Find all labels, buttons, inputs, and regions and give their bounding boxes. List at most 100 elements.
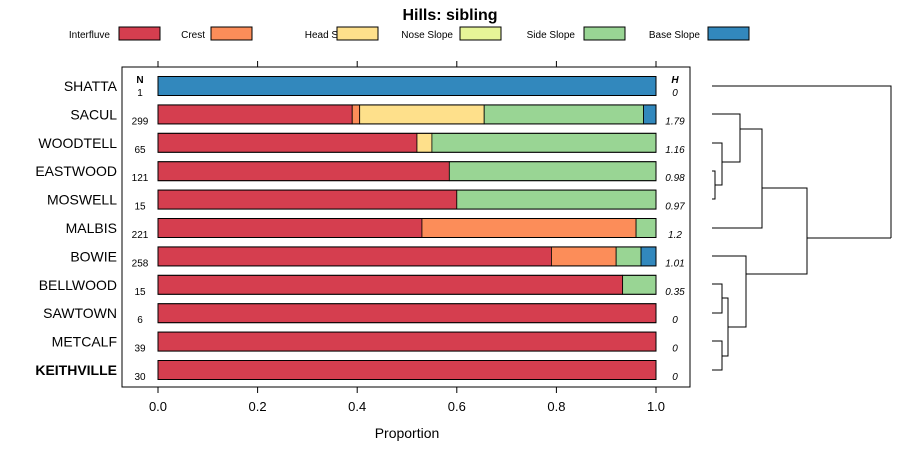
bar-segment — [448, 161, 657, 182]
bar-segment — [635, 218, 657, 238]
bar-outline — [157, 274, 657, 295]
row-label: METCALF — [52, 334, 117, 350]
legend-label: Interfluve — [69, 30, 111, 41]
n-value: 258 — [132, 258, 149, 269]
legend-swatch — [210, 26, 253, 41]
x-tick-label: 0.4 — [348, 399, 366, 414]
n-value: 299 — [132, 116, 149, 127]
dendrogram-branch — [712, 298, 723, 314]
dendrogram-branch — [746, 238, 808, 275]
legend-swatch — [459, 26, 502, 41]
row-label: EASTWOOD — [35, 163, 117, 179]
chart-title: Hills: sibling — [402, 7, 497, 24]
legend: Interfluve Crest Head Slope Nose Slope Side … — [69, 26, 750, 41]
dendrogram-branch — [712, 85, 892, 238]
bar-outline — [157, 360, 657, 380]
row-label: WOODTELL — [38, 135, 117, 151]
bar-segment — [157, 360, 657, 380]
dendrogram-branch — [712, 340, 723, 356]
dendrogram-branch — [712, 255, 747, 274]
row-label: SAWTOWN — [43, 305, 117, 321]
row-label: SHATTA — [64, 78, 118, 94]
bar-outline — [157, 331, 657, 352]
x-tick-label: 1.0 — [647, 399, 665, 414]
h-value: 0 — [672, 344, 678, 355]
n-value: 15 — [134, 287, 146, 298]
h-value: 0.98 — [665, 173, 685, 184]
h-header: H — [671, 75, 679, 86]
x-tick-label: 0.6 — [448, 399, 466, 414]
bar-outline — [157, 76, 657, 96]
bar-segment — [157, 303, 657, 324]
x-axis: 0.0 0.2 0.4 0.6 0.8 1.0 — [149, 61, 665, 414]
dendrogram-branch — [712, 283, 723, 298]
bar-segment — [421, 218, 637, 238]
legend-swatch — [118, 26, 161, 41]
n-value: 1 — [137, 88, 143, 99]
legend-swatch — [336, 26, 379, 41]
dendrogram-branch — [728, 274, 747, 328]
h-value: 1.79 — [665, 116, 685, 127]
legend-label: Crest — [181, 30, 205, 41]
h-value: 0 — [672, 372, 678, 383]
bar-segment — [640, 246, 657, 267]
legend-label: Side Slope — [527, 30, 576, 41]
h-value: 0 — [672, 315, 678, 326]
dendrogram-branch — [722, 129, 741, 163]
row-label: MALBIS — [66, 220, 117, 236]
bar-segment — [483, 104, 644, 125]
h-value: 1.2 — [668, 230, 682, 241]
n-value: 6 — [137, 315, 143, 326]
bar-segment — [615, 246, 642, 267]
row-labels-group: SHATTA 1 0 SACUL 299 1.79 WOODTELL 65 1.16 EASTWO… — [35, 78, 685, 383]
bar-segment — [157, 104, 353, 125]
row-label: BELLWOOD — [39, 277, 117, 293]
n-value: 121 — [132, 173, 149, 184]
dendrogram-branch — [712, 185, 716, 200]
legend-label: Base Slope — [649, 30, 701, 41]
bar-outline — [157, 132, 657, 153]
n-header: N — [136, 75, 143, 86]
bar-outline — [157, 161, 657, 182]
h-value: 0 — [672, 88, 678, 99]
n-value: 30 — [134, 372, 146, 383]
h-value: 1.01 — [665, 258, 684, 269]
dendrogram — [712, 85, 892, 371]
legend-swatch — [707, 26, 750, 41]
row-label: KEITHVILLE — [35, 362, 117, 378]
bar-segment — [157, 189, 458, 210]
x-axis-title: Proportion — [375, 425, 440, 441]
dendrogram-branch — [722, 297, 729, 327]
bar-segment — [416, 132, 433, 153]
bar-segment — [359, 104, 485, 125]
dendrogram-branch — [712, 356, 723, 371]
bar-outline — [157, 303, 657, 324]
h-value: 0.35 — [665, 287, 685, 298]
bar-outline — [157, 104, 657, 125]
h-value: 1.16 — [665, 145, 685, 156]
bar-segment — [157, 218, 423, 238]
bar-segment — [643, 104, 657, 125]
n-value: 221 — [132, 230, 149, 241]
legend-label: Nose Slope — [401, 30, 453, 41]
bar-segment — [551, 246, 617, 267]
h-value: 0.97 — [665, 202, 685, 213]
plot-frame — [121, 66, 691, 388]
legend-label: Head Slope — [305, 30, 358, 41]
dendrogram-branch — [712, 113, 741, 129]
legend-swatch — [583, 26, 626, 41]
bar-segment — [157, 331, 657, 352]
bar-outline — [157, 218, 657, 238]
x-tick-label: 0.8 — [547, 399, 565, 414]
bar-outline — [157, 246, 657, 267]
n-value: 15 — [134, 202, 146, 213]
bar-segment — [622, 274, 657, 295]
bar-segment — [157, 161, 450, 182]
dendrogram-branch — [712, 142, 723, 162]
bar-segment — [157, 274, 624, 295]
x-tick-label: 0.2 — [249, 399, 267, 414]
dendrogram-branch — [715, 162, 723, 186]
bar-segment — [351, 104, 361, 125]
x-tick-label: 0.0 — [149, 399, 167, 414]
